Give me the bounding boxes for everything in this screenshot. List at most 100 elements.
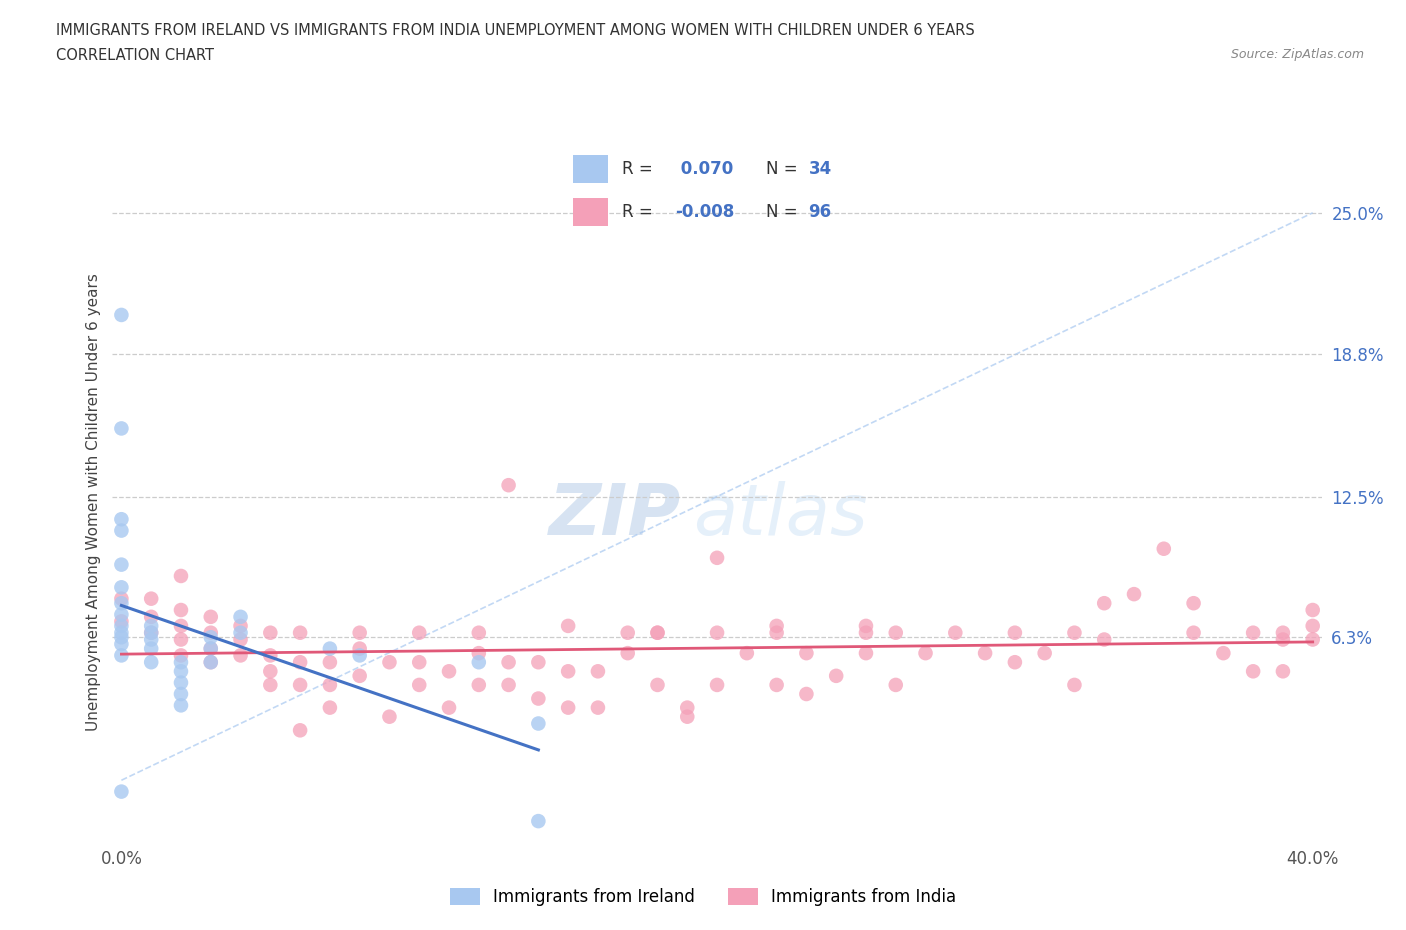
Text: ZIP: ZIP <box>548 481 681 550</box>
Point <box>378 710 401 724</box>
Text: atlas: atlas <box>693 481 868 550</box>
Point <box>141 618 163 633</box>
Point <box>110 630 132 644</box>
Point <box>706 625 728 640</box>
Point <box>468 625 491 640</box>
Point <box>884 625 907 640</box>
Point <box>586 700 609 715</box>
Point <box>884 677 907 692</box>
Point <box>1302 618 1324 633</box>
Point <box>498 677 520 692</box>
Point <box>141 625 163 640</box>
Point <box>706 551 728 565</box>
Point <box>141 591 163 606</box>
Point <box>170 603 193 618</box>
Point <box>498 655 520 670</box>
Point <box>110 512 132 526</box>
Point <box>437 664 460 679</box>
Legend: Immigrants from Ireland, Immigrants from India: Immigrants from Ireland, Immigrants from… <box>443 881 963 912</box>
Point <box>468 645 491 660</box>
Point <box>557 664 579 679</box>
Point <box>1302 603 1324 618</box>
Point <box>200 609 222 624</box>
Text: 34: 34 <box>808 160 832 179</box>
Point <box>855 625 877 640</box>
Point <box>110 596 132 611</box>
Text: Source: ZipAtlas.com: Source: ZipAtlas.com <box>1230 48 1364 61</box>
Point <box>1212 645 1234 660</box>
Point <box>110 308 132 323</box>
Point <box>319 641 342 656</box>
Point <box>259 677 281 692</box>
Point <box>943 625 966 640</box>
Point <box>437 700 460 715</box>
Point <box>1092 596 1115 611</box>
Point <box>110 784 132 799</box>
Text: 96: 96 <box>808 203 831 221</box>
Bar <box>574 155 607 183</box>
Point <box>1182 625 1205 640</box>
Point <box>319 700 342 715</box>
Point <box>647 625 669 640</box>
Point <box>170 568 193 583</box>
Point <box>1271 625 1294 640</box>
Point <box>616 645 638 660</box>
Point <box>408 625 430 640</box>
Point <box>1004 625 1026 640</box>
Point <box>141 625 163 640</box>
Point <box>110 580 132 595</box>
Point <box>229 609 252 624</box>
Bar <box>574 198 607 226</box>
Point <box>110 614 132 629</box>
Point <box>468 677 491 692</box>
Point <box>170 655 193 670</box>
Text: N =: N = <box>766 203 803 221</box>
Point <box>110 524 132 538</box>
Point <box>1063 625 1085 640</box>
Point <box>200 641 222 656</box>
Point <box>110 637 132 652</box>
Point <box>110 591 132 606</box>
Point <box>170 698 193 712</box>
Text: R =: R = <box>621 160 658 179</box>
Point <box>765 625 787 640</box>
Point <box>408 677 430 692</box>
Point <box>141 655 163 670</box>
Y-axis label: Unemployment Among Women with Children Under 6 years: Unemployment Among Women with Children U… <box>86 273 101 731</box>
Point <box>229 648 252 663</box>
Point <box>1271 632 1294 647</box>
Point <box>676 710 699 724</box>
Point <box>349 669 371 684</box>
Point <box>229 632 252 647</box>
Text: 0.070: 0.070 <box>675 160 733 179</box>
Point <box>647 677 669 692</box>
Point <box>170 675 193 690</box>
Point <box>229 625 252 640</box>
Point <box>1182 596 1205 611</box>
Point <box>616 625 638 640</box>
Point <box>1241 625 1264 640</box>
Point <box>1004 655 1026 670</box>
Point <box>110 618 132 633</box>
Point <box>1092 632 1115 647</box>
Point <box>141 632 163 647</box>
Point <box>141 609 163 624</box>
Point <box>170 632 193 647</box>
Point <box>200 625 222 640</box>
Text: CORRELATION CHART: CORRELATION CHART <box>56 48 214 63</box>
Point <box>468 655 491 670</box>
Point <box>796 686 818 701</box>
Point <box>735 645 758 660</box>
Point <box>647 625 669 640</box>
Point <box>378 655 401 670</box>
Point <box>974 645 997 660</box>
Point <box>557 618 579 633</box>
Point <box>110 607 132 622</box>
Point <box>408 655 430 670</box>
Point <box>914 645 936 660</box>
Point <box>200 630 222 644</box>
Point <box>170 664 193 679</box>
Text: N =: N = <box>766 160 803 179</box>
Point <box>110 625 132 640</box>
Point <box>1241 664 1264 679</box>
